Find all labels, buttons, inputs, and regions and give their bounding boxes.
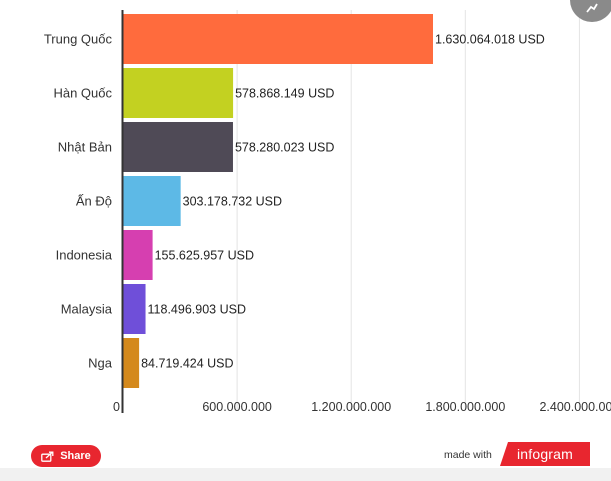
grid-lines (236, 10, 580, 410)
footer-strip (0, 468, 611, 481)
bar[interactable] (123, 122, 233, 172)
value-label: 1.630.064.018 USD (435, 33, 545, 47)
value-label: 578.280.023 USD (235, 141, 334, 155)
x-tick-label: 1.800.000.000 (425, 400, 505, 414)
expand-button[interactable] (570, 0, 611, 22)
value-label: 118.496.903 USD (148, 303, 246, 317)
category-label: Trung Quốc (44, 32, 113, 47)
bar[interactable] (123, 14, 433, 64)
bar[interactable] (123, 68, 234, 118)
footer: Share made with infogram (0, 438, 611, 472)
category-label: Indonesia (56, 248, 113, 263)
category-label: Nga (88, 356, 113, 371)
bar[interactable] (123, 230, 153, 280)
bar[interactable] (123, 176, 181, 226)
value-label: 303.178.732 USD (183, 195, 282, 209)
bar[interactable] (123, 284, 146, 334)
share-label: Share (60, 450, 91, 462)
value-label: 84.719.424 USD (141, 357, 233, 371)
expand-icon (586, 3, 598, 13)
bars (123, 14, 433, 388)
value-label: 155.625.957 USD (155, 249, 254, 263)
labels: 0 600.000.000 1.200.000.000 1.800.000.000 2.… (44, 32, 611, 415)
bar[interactable] (123, 338, 140, 388)
category-label: Malaysia (61, 302, 113, 317)
x-tick-label: 1.200.000.000 (311, 400, 391, 414)
value-label: 578.868.149 USD (235, 87, 334, 101)
share-button[interactable]: Share (31, 445, 101, 467)
category-label: Nhật Bản (58, 140, 112, 155)
x-tick-label: 600.000.000 (202, 400, 272, 414)
made-with-text: made with (444, 449, 492, 461)
brand-label: infogram (516, 446, 574, 462)
x-tick-label: 0 (113, 400, 120, 414)
category-label: Ấn Độ (76, 194, 112, 209)
infogram-logo[interactable]: infogram (500, 442, 590, 466)
share-icon (41, 451, 54, 462)
category-label: Hàn Quốc (53, 86, 112, 101)
bar-chart: 0 600.000.000 1.200.000.000 1.800.000.000 2.… (44, 10, 611, 415)
x-tick-label: 2.400.000.000 (539, 400, 611, 414)
